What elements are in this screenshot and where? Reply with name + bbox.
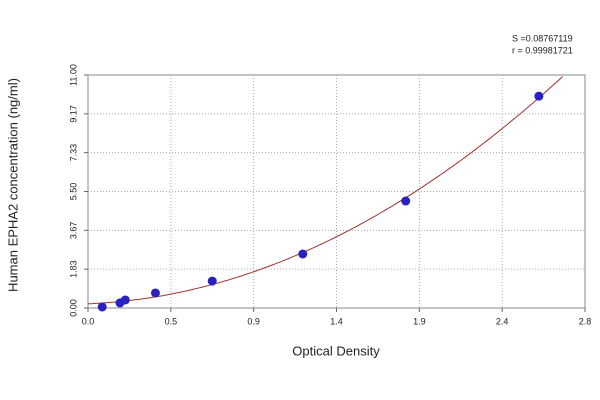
fit-curve bbox=[87, 76, 563, 305]
x-tick-label: 0.5 bbox=[165, 316, 178, 326]
x-tick-label: 1.4 bbox=[330, 316, 343, 326]
x-tick-label: 1.9 bbox=[413, 316, 426, 326]
y-tick-label: 0.00 bbox=[68, 299, 78, 317]
y-tick-label: 11.00 bbox=[68, 64, 78, 86]
data-point bbox=[150, 288, 160, 298]
annotation: r = 0.99981721 bbox=[512, 45, 573, 55]
y-tick-label: 3.67 bbox=[68, 222, 78, 240]
y-tick-label: 7.33 bbox=[68, 144, 78, 162]
annotation: S =0.08767119 bbox=[512, 33, 573, 43]
data-point bbox=[401, 196, 411, 206]
data-point bbox=[97, 302, 107, 312]
x-tick-label: 0.9 bbox=[247, 316, 260, 326]
x-tick-label: 2.4 bbox=[496, 316, 509, 326]
y-axis-label: Human EPHA2 concentration (ng/ml) bbox=[5, 78, 20, 292]
data-point bbox=[207, 276, 217, 286]
y-tick-label: 5.50 bbox=[68, 183, 78, 201]
y-tick-label: 9.17 bbox=[68, 105, 78, 123]
x-tick-label: 0.0 bbox=[82, 316, 95, 326]
x-tick-label: 2.8 bbox=[579, 316, 592, 326]
data-point bbox=[298, 249, 308, 259]
y-tick-label: 1.83 bbox=[68, 260, 78, 278]
data-point bbox=[534, 91, 544, 101]
data-point bbox=[120, 295, 130, 305]
x-axis-label: Optical Density bbox=[292, 343, 380, 358]
